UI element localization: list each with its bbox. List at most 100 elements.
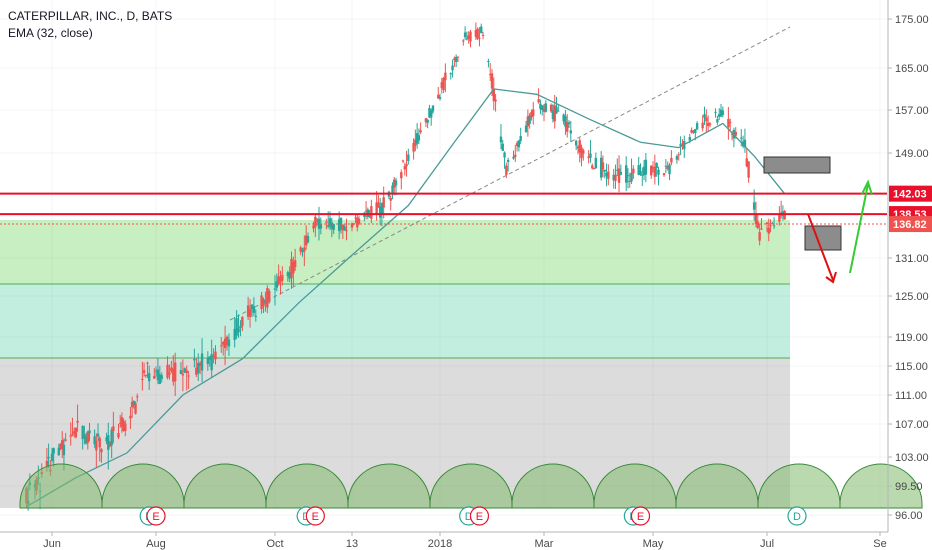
candle-down	[198, 362, 202, 367]
time-tick-label: May	[643, 538, 664, 550]
candle-down	[120, 417, 124, 427]
candle-down	[364, 210, 368, 212]
candle-down	[389, 198, 392, 201]
zone-upper	[0, 220, 790, 284]
cycle-arc	[183, 463, 267, 509]
candle-down	[403, 166, 406, 170]
candle-down	[220, 345, 223, 347]
price-tick-label: 103.00	[895, 452, 929, 464]
price-tick-label: 99.50	[895, 481, 923, 493]
candle-down	[754, 214, 758, 224]
candle-up	[626, 175, 630, 177]
candle-up	[431, 105, 435, 112]
candle-down	[299, 247, 302, 252]
candle-up	[451, 65, 454, 71]
candle-up	[454, 57, 458, 63]
candle-down	[72, 431, 76, 434]
candle-down	[442, 77, 445, 90]
candle-up	[714, 111, 717, 113]
candle-down	[354, 217, 357, 219]
candle-up	[183, 368, 186, 373]
symbol-title[interactable]: CATERPILLAR, INC., D, BATS	[8, 9, 173, 23]
price-tag-label: 136.82	[893, 219, 927, 231]
candle-down	[632, 168, 635, 174]
price-tag-label: 142.03	[893, 189, 927, 201]
candle-up	[332, 223, 335, 230]
cycle-arc	[757, 463, 841, 509]
candle-down	[304, 235, 308, 246]
candle-down	[325, 221, 328, 223]
candle-down	[607, 171, 610, 179]
candle-down	[614, 174, 617, 181]
candle-down	[223, 338, 227, 349]
event-circle	[305, 506, 325, 526]
candle-up	[156, 369, 160, 381]
candle-down	[492, 88, 495, 102]
arrow-up-line	[849, 183, 869, 274]
candle-up	[574, 140, 578, 146]
candle-up	[50, 453, 54, 461]
candle-up	[330, 222, 334, 229]
candle-down	[745, 158, 748, 167]
candle-down	[262, 299, 265, 307]
candle-up	[499, 136, 503, 143]
candle-up	[624, 165, 628, 183]
candle-up	[326, 225, 330, 227]
candle-up	[179, 370, 183, 375]
candle-up	[480, 26, 483, 34]
candle-down	[95, 440, 98, 451]
candle-up	[695, 123, 699, 130]
candle-up	[252, 306, 256, 313]
candle-up	[415, 133, 419, 144]
earnings-marker: E	[146, 506, 166, 526]
candle-down	[108, 443, 112, 447]
candle-down	[628, 180, 631, 182]
candle-down	[670, 158, 673, 163]
candle-down	[591, 165, 594, 169]
candle-down	[783, 211, 786, 220]
candle-down	[117, 433, 120, 438]
candle-up	[506, 159, 510, 163]
candle-up	[394, 180, 398, 186]
cycle-arc	[429, 463, 513, 509]
candle-up	[210, 354, 213, 371]
indicator-label[interactable]: EMA (32, close)	[8, 26, 93, 40]
candle-down	[666, 165, 669, 169]
price-tick-label: 157.00	[895, 105, 929, 117]
candle-down	[293, 260, 297, 268]
candle-down	[453, 58, 456, 60]
candle-down	[515, 143, 519, 146]
candle-down	[134, 403, 137, 414]
candle-down	[490, 73, 494, 89]
candle-up	[368, 214, 371, 217]
candle-up	[703, 114, 706, 118]
arrow-down-line	[807, 213, 834, 281]
candle-up	[47, 456, 50, 459]
candle-down	[489, 74, 492, 76]
candle-up	[391, 185, 394, 194]
cycle-arc	[265, 463, 349, 509]
candle-down	[437, 94, 440, 99]
candle-up	[644, 159, 648, 175]
candle-down	[146, 362, 149, 364]
candle-down	[246, 305, 250, 317]
candle-down	[212, 355, 215, 357]
candle-up	[88, 430, 91, 434]
candle-down	[526, 116, 530, 127]
arrow-down-head	[825, 271, 837, 284]
ema-line	[26, 88, 786, 508]
price-tag-box	[889, 185, 932, 202]
event-letter: E	[637, 511, 644, 523]
candle-down	[651, 167, 655, 169]
candle-up	[57, 447, 61, 456]
time-tick-label: Jun	[43, 538, 61, 550]
candle-down	[542, 108, 546, 112]
candle-up	[642, 166, 646, 176]
event-circle	[146, 506, 166, 526]
candle-down	[315, 219, 319, 222]
candle-up	[286, 272, 290, 277]
candle-down	[690, 130, 693, 133]
candle-down	[356, 217, 359, 228]
candle-down	[462, 40, 465, 42]
